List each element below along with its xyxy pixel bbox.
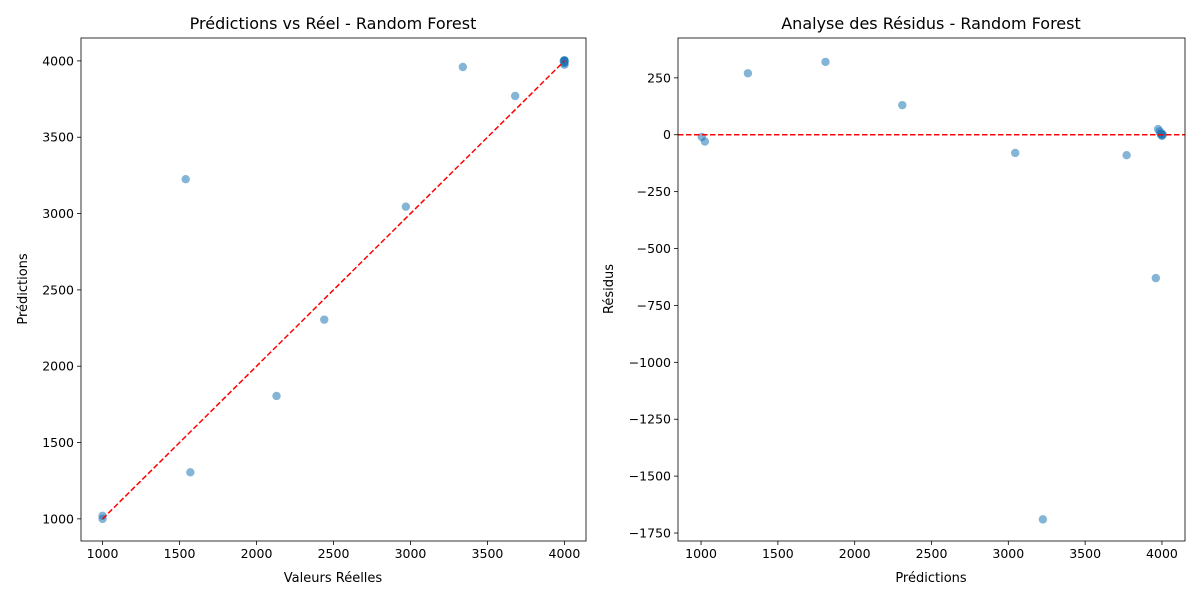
x-tick-label: 4000 <box>1146 546 1178 561</box>
y-tick-label: −750 <box>637 298 671 313</box>
y-tick-label: 3000 <box>42 206 74 221</box>
x-axis-label: Prédictions <box>895 571 967 586</box>
x-tick-label: 1500 <box>762 546 794 561</box>
plot-frame <box>80 37 587 542</box>
data-point <box>98 511 107 521</box>
data-point <box>320 315 329 324</box>
y-axis-label: Prédictions <box>16 253 31 325</box>
identity-reference-line <box>102 60 565 520</box>
data-point <box>272 391 281 401</box>
data-point <box>1011 148 1020 158</box>
data-point <box>181 175 190 184</box>
y-tick-label: 4000 <box>42 53 74 68</box>
x-tick-label: 1000 <box>87 546 119 561</box>
data-point <box>700 137 710 146</box>
x-tick-label: 2500 <box>916 546 948 561</box>
data-point <box>186 468 195 477</box>
y-tick-label: 250 <box>647 70 671 85</box>
plot-frame <box>677 37 1186 542</box>
y-tick-label: −1000 <box>629 355 671 370</box>
data-point <box>401 202 411 211</box>
data-point <box>743 69 753 78</box>
data-point <box>898 100 907 110</box>
data-point <box>560 55 569 65</box>
x-tick-label: 2500 <box>318 546 350 561</box>
data-point <box>510 91 520 101</box>
data-point <box>458 62 468 72</box>
chart-title: Prédictions vs Réel - Random Forest <box>190 14 477 33</box>
y-tick-label: 2500 <box>42 282 74 297</box>
y-tick-label: −250 <box>637 184 671 199</box>
x-tick-label: 1500 <box>164 546 196 561</box>
predictions-vs-actual-panel: Prédictions vs Réel - Random Forest Vale… <box>16 14 587 586</box>
data-point <box>821 57 830 67</box>
y-tick-label: −1500 <box>629 469 671 484</box>
x-tick-label: 2000 <box>241 546 273 561</box>
x-tick-label: 2000 <box>839 546 871 561</box>
data-point <box>1038 515 1048 524</box>
y-tick-label: 1500 <box>42 435 74 450</box>
x-tick-label: 3000 <box>992 546 1024 561</box>
x-tick-label: 3500 <box>1069 546 1101 561</box>
y-tick-label: −1750 <box>629 526 671 541</box>
x-tick-label: 3500 <box>472 546 504 561</box>
x-tick-label: 1000 <box>685 546 717 561</box>
data-point <box>1151 273 1161 283</box>
y-tick-label: 3500 <box>42 130 74 145</box>
x-axis-label: Valeurs Réelles <box>284 571 383 586</box>
x-tick-label: 4000 <box>549 546 581 561</box>
y-tick-label: 0 <box>663 127 671 142</box>
y-tick-label: 1000 <box>42 511 74 526</box>
chart-title: Analyse des Résidus - Random Forest <box>781 14 1081 33</box>
y-tick-label: 2000 <box>42 359 74 374</box>
data-point <box>1122 151 1131 160</box>
residuals-panel: Analyse des Résidus - Random Forest Préd… <box>602 14 1186 586</box>
y-tick-label: −1250 <box>629 412 671 427</box>
y-tick-label: −500 <box>637 241 671 256</box>
x-tick-label: 3000 <box>395 546 427 561</box>
y-axis-label: Résidus <box>602 264 617 314</box>
